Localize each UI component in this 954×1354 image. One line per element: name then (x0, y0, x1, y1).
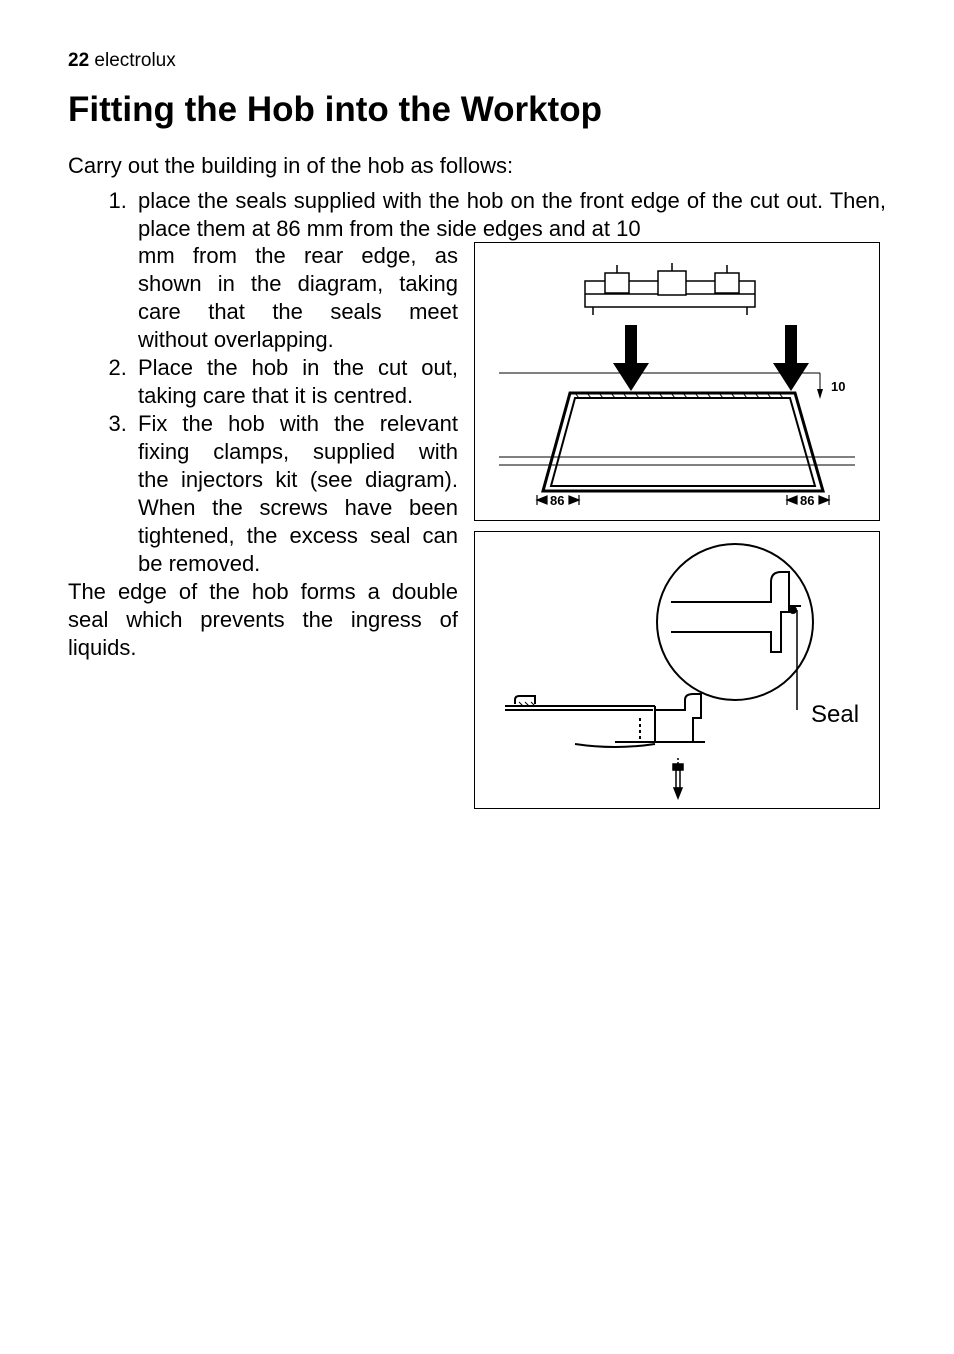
step-1-line: care that the seals meet (138, 298, 458, 326)
seal-label: Seal (811, 701, 859, 728)
figure-seal-detail: Seal (474, 531, 880, 809)
step-3: Fix the hob with the relevant fixing cla… (133, 410, 458, 578)
page-title: Fitting the Hob into the Worktop (68, 90, 886, 130)
dim-10-label: 10 (831, 379, 845, 394)
step-1-line: without overlapping. (138, 326, 458, 354)
step-1-top: place the seals supplied with the hob on… (133, 187, 886, 243)
step-1-line: mm from the rear edge, as (138, 242, 458, 270)
step-3-line: the injectors kit (see diagram). (138, 466, 458, 494)
page-header: 22 electrolux (68, 50, 886, 72)
step-list: Place the hob in the cut out, taking car… (68, 354, 458, 578)
figure-column: 10 (458, 242, 886, 819)
dim-86-right-label: 86 (800, 493, 814, 508)
seal-placement-diagram-icon: 10 (475, 243, 879, 520)
step-2: Place the hob in the cut out, taking car… (133, 354, 458, 410)
dim-86-left-label: 86 (550, 493, 564, 508)
content-row: mm from the rear edge, as shown in the d… (68, 242, 886, 819)
seal-cross-section-icon: Seal (475, 532, 879, 808)
step-3-line: fixing clamps, supplied with (138, 438, 458, 466)
step-3-line: be removed. (138, 550, 458, 578)
closing-paragraph: The edge of the hob forms a double seal … (68, 578, 458, 662)
step-1-line: shown in the diagram, taking (138, 270, 458, 298)
text-column: mm from the rear edge, as shown in the d… (68, 242, 458, 661)
figure-seal-placement: 10 (474, 242, 880, 521)
intro-text: Carry out the building in of the hob as … (68, 152, 886, 181)
step-3-line: Fix the hob with the relevant (138, 410, 458, 438)
page: 22 electrolux Fitting the Hob into the W… (0, 0, 954, 819)
step-3-line: When the screws have been (138, 494, 458, 522)
brand-name: electrolux (94, 50, 175, 71)
closing-line: The edge of the hob forms a double (68, 578, 458, 606)
step-list-top: place the seals supplied with the hob on… (68, 187, 886, 243)
step-2-line: Place the hob in the cut out, (138, 354, 458, 382)
closing-line: liquids. (68, 634, 458, 662)
page-number: 22 (68, 50, 89, 71)
step-2-line: taking care that it is centred. (138, 382, 458, 410)
closing-line: seal which prevents the ingress of (68, 606, 458, 634)
step-3-line: tightened, the excess seal can (138, 522, 458, 550)
